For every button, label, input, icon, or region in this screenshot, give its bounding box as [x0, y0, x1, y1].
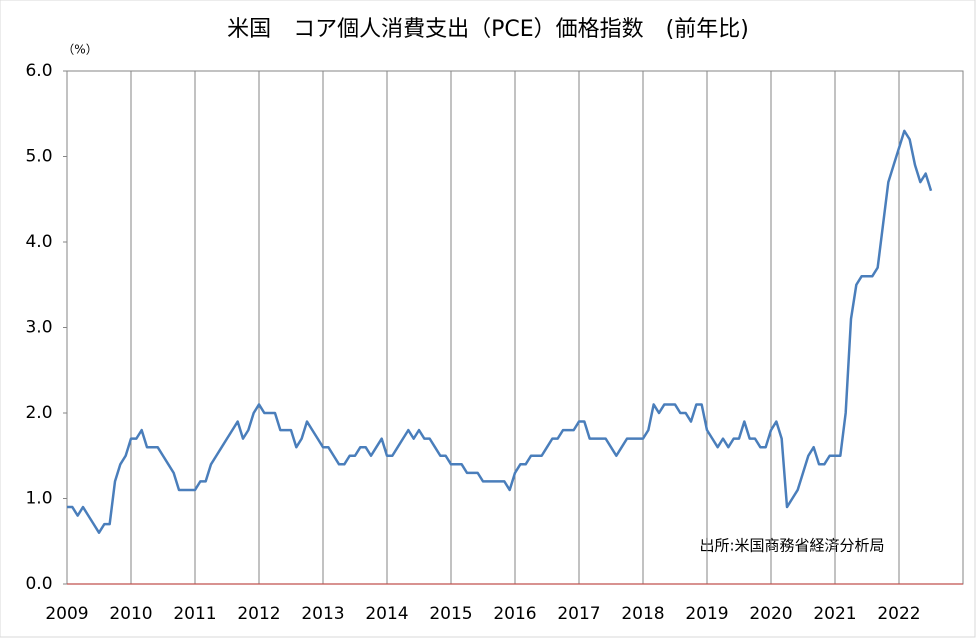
y-tick-label: 1.0 — [25, 489, 52, 509]
y-tick-label: 3.0 — [25, 318, 52, 338]
annotation: 出所:米国商務省経済分析局 — [699, 537, 884, 555]
x-tick-label: 2018 — [621, 604, 664, 624]
x-tick-label: 2014 — [365, 604, 408, 624]
x-tick-label: 2015 — [429, 604, 472, 624]
y-tick-label: 6.0 — [25, 61, 52, 81]
x-tick-label: 2021 — [813, 604, 856, 624]
y-tick-label: 2.0 — [25, 403, 52, 423]
x-tick-label: 2009 — [45, 604, 88, 624]
data-line — [67, 129, 933, 534]
y-tick-label: 4.0 — [25, 232, 52, 252]
x-tick-label: 2022 — [877, 604, 920, 624]
chart-title: 米国 コア個人消費支出（PCE）価格指数 (前年比) — [227, 17, 749, 42]
x-tick-label: 2019 — [685, 604, 728, 624]
x-tick-label: 2017 — [557, 604, 600, 624]
x-tick-label: 2016 — [493, 604, 536, 624]
x-tick-label: 2012 — [237, 604, 280, 624]
y-tick-label: 0.0 — [25, 574, 52, 594]
x-tick-label: 2013 — [301, 604, 344, 624]
x-tick-label: 2020 — [749, 604, 792, 624]
x-tick-label: 2010 — [109, 604, 152, 624]
y-unit: （%） — [62, 43, 97, 57]
y-tick-label: 5.0 — [25, 147, 52, 167]
x-tick-label: 2011 — [173, 604, 216, 624]
